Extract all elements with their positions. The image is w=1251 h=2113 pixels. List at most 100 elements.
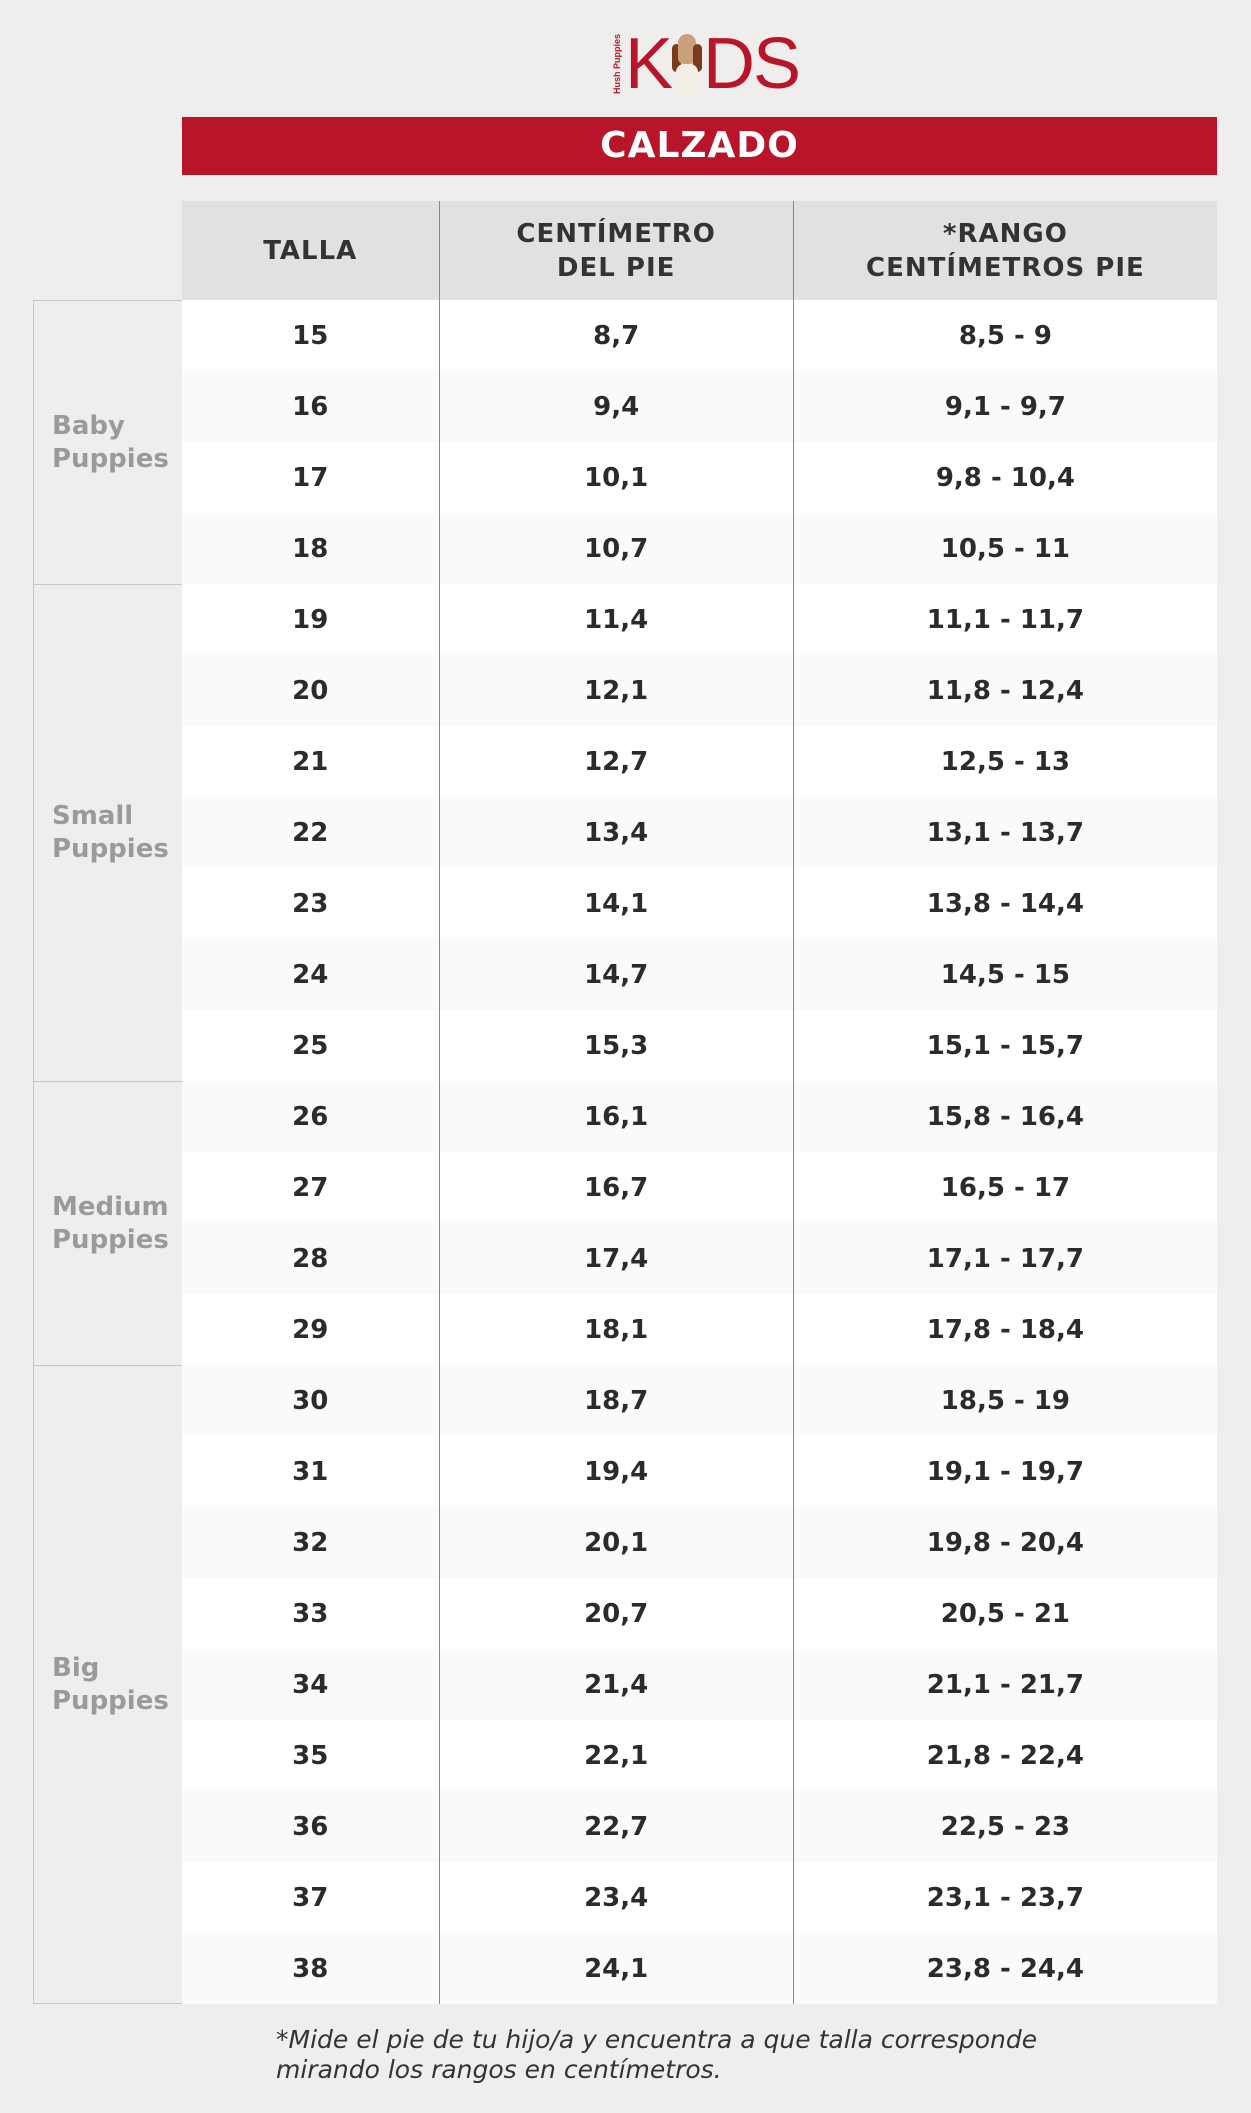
table-row: 28 17,4 17,1 - 17,7 <box>182 1223 1217 1294</box>
header-rango: *RANGO CENTÍMETROS PIE <box>792 201 1217 300</box>
cell-centimetro: 10,1 <box>438 442 793 513</box>
cell-talla: 19 <box>292 604 329 635</box>
header-talla: TALLA <box>263 235 358 266</box>
table-row: 37 23,4 23,1 - 23,7 <box>182 1862 1217 1933</box>
logo-letters-ds: DS <box>703 24 801 104</box>
cell-centimetro: 11,4 <box>438 584 793 655</box>
cell-talla: 22 <box>292 817 329 848</box>
cell-talla: 31 <box>292 1456 329 1487</box>
table-row: 27 16,7 16,5 - 17 <box>182 1152 1217 1223</box>
cell-rango: 9,8 - 10,4 <box>792 442 1217 513</box>
cell-centimetro: 22,1 <box>438 1720 793 1791</box>
cell-talla: 25 <box>292 1030 329 1061</box>
cell-rango: 17,8 - 18,4 <box>792 1294 1217 1365</box>
cell-rango: 9,1 - 9,7 <box>792 371 1217 442</box>
table-row: 24 14,7 14,5 - 15 <box>182 939 1217 1010</box>
cell-centimetro: 20,1 <box>438 1507 793 1578</box>
cell-talla: 33 <box>292 1598 329 1629</box>
group-label: Baby Puppies <box>33 300 182 584</box>
table-row: 20 12,1 11,8 - 12,4 <box>182 655 1217 726</box>
cell-centimetro: 17,4 <box>438 1223 793 1294</box>
cell-rango: 23,8 - 24,4 <box>792 1933 1217 2004</box>
cell-talla: 20 <box>292 675 329 706</box>
cell-rango: 19,8 - 20,4 <box>792 1507 1217 1578</box>
basset-hound-dog-icon <box>672 34 703 96</box>
cell-rango: 15,1 - 15,7 <box>792 1010 1217 1081</box>
cell-centimetro: 22,7 <box>438 1791 793 1862</box>
cell-talla: 24 <box>292 959 329 990</box>
cell-rango: 20,5 - 21 <box>792 1578 1217 1649</box>
size-groups: Baby Puppies Small Puppies Medium Puppies Big P… <box>33 300 182 2004</box>
cell-rango: 16,5 - 17 <box>792 1152 1217 1223</box>
table-header: TALLA CENTÍMETRO DEL PIE *RANGO CENTÍMETRO… <box>182 201 1217 300</box>
table-row: 18 10,7 10,5 - 11 <box>182 513 1217 584</box>
footnote: *Mide el pie de tu hijo/a y encuentra a … <box>276 2025 1038 2084</box>
cell-talla: 17 <box>292 462 329 493</box>
cell-centimetro: 23,4 <box>438 1862 793 1933</box>
logo-kids-text: K DS <box>625 24 801 104</box>
cell-rango: 15,8 - 16,4 <box>792 1081 1217 1152</box>
table-row: 30 18,7 18,5 - 19 <box>182 1365 1217 1436</box>
cell-centimetro: 15,3 <box>438 1010 793 1081</box>
cell-talla: 38 <box>292 1953 329 1984</box>
group-label: Medium Puppies <box>33 1081 182 1365</box>
cell-centimetro: 14,1 <box>438 868 793 939</box>
table-row: 22 13,4 13,1 - 13,7 <box>182 797 1217 868</box>
cell-centimetro: 20,7 <box>438 1578 793 1649</box>
size-table-body: 15 8,7 8,5 - 9 16 9,4 9,1 - 9,7 17 10,1 9,8 - 10… <box>182 300 1217 2004</box>
cell-rango: 12,5 - 13 <box>792 726 1217 797</box>
cell-centimetro: 16,1 <box>438 1081 793 1152</box>
cell-centimetro: 12,1 <box>438 655 793 726</box>
cell-talla: 37 <box>292 1882 329 1913</box>
cell-talla: 36 <box>292 1811 329 1842</box>
cell-centimetro: 18,7 <box>438 1365 793 1436</box>
logo-brand: Hush Puppies <box>612 34 622 95</box>
cell-talla: 27 <box>292 1172 329 1203</box>
logo-letter-k: K <box>625 24 673 104</box>
cell-centimetro: 16,7 <box>438 1152 793 1223</box>
cell-centimetro: 8,7 <box>438 300 793 371</box>
cell-centimetro: 14,7 <box>438 939 793 1010</box>
cell-talla: 30 <box>292 1385 329 1416</box>
table-row: 19 11,4 11,1 - 11,7 <box>182 584 1217 655</box>
cell-rango: 21,8 - 22,4 <box>792 1720 1217 1791</box>
cell-talla: 15 <box>292 320 329 351</box>
cell-centimetro: 10,7 <box>438 513 793 584</box>
cell-talla: 32 <box>292 1527 329 1558</box>
cell-rango: 11,8 - 12,4 <box>792 655 1217 726</box>
cell-rango: 22,5 - 23 <box>792 1791 1217 1862</box>
cell-rango: 18,5 - 19 <box>792 1365 1217 1436</box>
cell-centimetro: 13,4 <box>438 797 793 868</box>
cell-rango: 13,1 - 13,7 <box>792 797 1217 868</box>
cell-talla: 34 <box>292 1669 329 1700</box>
cell-talla: 29 <box>292 1314 329 1345</box>
cell-rango: 11,1 - 11,7 <box>792 584 1217 655</box>
cell-centimetro: 12,7 <box>438 726 793 797</box>
table-row: 23 14,1 13,8 - 14,4 <box>182 868 1217 939</box>
cell-rango: 14,5 - 15 <box>792 939 1217 1010</box>
header-centimetro: CENTÍMETRO DEL PIE <box>438 201 793 300</box>
table-row: 17 10,1 9,8 - 10,4 <box>182 442 1217 513</box>
table-row: 33 20,7 20,5 - 21 <box>182 1578 1217 1649</box>
cell-talla: 18 <box>292 533 329 564</box>
cell-talla: 35 <box>292 1740 329 1771</box>
cell-talla: 28 <box>292 1243 329 1274</box>
cell-talla: 16 <box>292 391 329 422</box>
table-row: 35 22,1 21,8 - 22,4 <box>182 1720 1217 1791</box>
hush-puppies-kids-logo: Hush Puppies K DS <box>612 24 801 104</box>
section-title-banner: CALZADO <box>182 117 1217 175</box>
cell-centimetro: 18,1 <box>438 1294 793 1365</box>
group-label: Small Puppies <box>33 584 182 1081</box>
cell-talla: 26 <box>292 1101 329 1132</box>
cell-centimetro: 9,4 <box>438 371 793 442</box>
table-row: 32 20,1 19,8 - 20,4 <box>182 1507 1217 1578</box>
table-row: 31 19,4 19,1 - 19,7 <box>182 1436 1217 1507</box>
cell-rango: 10,5 - 11 <box>792 513 1217 584</box>
cell-centimetro: 24,1 <box>438 1933 793 2004</box>
cell-centimetro: 19,4 <box>438 1436 793 1507</box>
cell-rango: 8,5 - 9 <box>792 300 1217 371</box>
table-row: 36 22,7 22,5 - 23 <box>182 1791 1217 1862</box>
table-row: 34 21,4 21,1 - 21,7 <box>182 1649 1217 1720</box>
table-row: 16 9,4 9,1 - 9,7 <box>182 371 1217 442</box>
cell-rango: 13,8 - 14,4 <box>792 868 1217 939</box>
